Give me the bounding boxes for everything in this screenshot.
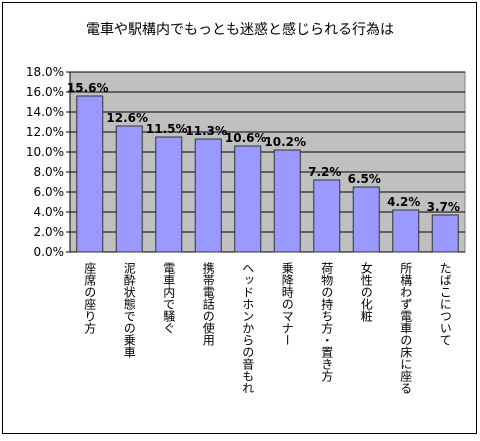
bar xyxy=(76,95,104,253)
x-tick-label: 荷物の持ち方・置き方 xyxy=(320,262,334,383)
bar xyxy=(273,149,301,253)
bar xyxy=(392,209,420,253)
y-tick-label: 18.0% xyxy=(26,65,64,79)
x-tick-label: 携帯電話の使用 xyxy=(201,261,215,347)
bar xyxy=(313,179,341,253)
x-tick-label: 女性の化粧 xyxy=(359,261,373,323)
y-tick-label: 8.0% xyxy=(34,165,65,179)
x-tick-label: 所構わず電車の床に座る xyxy=(399,262,413,394)
bar xyxy=(352,186,380,253)
value-label: 7.2% xyxy=(308,165,341,179)
x-tick-label: 電車内で騒ぐ xyxy=(162,262,176,334)
x-tick-label: 座席の座り方 xyxy=(83,261,97,335)
y-tick-label: 4.0% xyxy=(34,205,65,219)
value-label: 3.7% xyxy=(427,200,460,214)
x-tick-label: 泥酔状態での乗車 xyxy=(122,262,136,359)
bar xyxy=(155,136,183,253)
bar xyxy=(431,214,459,253)
value-label: 15.6% xyxy=(67,81,109,95)
y-tick-label: 16.0% xyxy=(26,85,64,99)
bar xyxy=(115,125,143,253)
x-tick-label: ヘッドホンからの音もれ xyxy=(241,262,255,394)
x-tick-label: たばこについて xyxy=(438,262,452,346)
y-tick-label: 12.0% xyxy=(26,125,64,139)
y-tick-label: 0.0% xyxy=(34,245,65,259)
bar xyxy=(194,138,222,253)
value-label: 11.5% xyxy=(146,122,188,136)
y-tick-label: 6.0% xyxy=(34,185,65,199)
y-tick-label: 10.0% xyxy=(26,145,64,159)
value-label: 11.3% xyxy=(185,124,227,138)
y-tick-label: 2.0% xyxy=(34,225,65,239)
value-label: 6.5% xyxy=(348,172,381,186)
value-label: 10.6% xyxy=(225,131,267,145)
bar xyxy=(234,145,262,253)
value-label: 4.2% xyxy=(387,195,420,209)
value-label: 12.6% xyxy=(106,111,148,125)
value-label: 10.2% xyxy=(264,135,306,149)
y-tick-label: 14.0% xyxy=(26,105,64,119)
chart-title: 電車や駅構内でもっとも迷惑と感じられる行為は xyxy=(86,21,394,38)
x-tick-label: 乗降時のマナー xyxy=(280,262,294,346)
